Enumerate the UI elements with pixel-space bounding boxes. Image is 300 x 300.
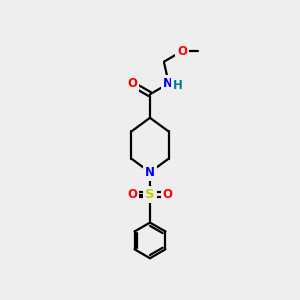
Text: O: O: [127, 77, 137, 90]
Text: N: N: [163, 77, 173, 90]
Text: H: H: [173, 79, 183, 92]
Text: O: O: [177, 45, 187, 58]
Text: O: O: [127, 188, 137, 201]
Text: S: S: [145, 188, 155, 201]
Text: N: N: [145, 166, 155, 179]
Text: O: O: [163, 188, 173, 201]
